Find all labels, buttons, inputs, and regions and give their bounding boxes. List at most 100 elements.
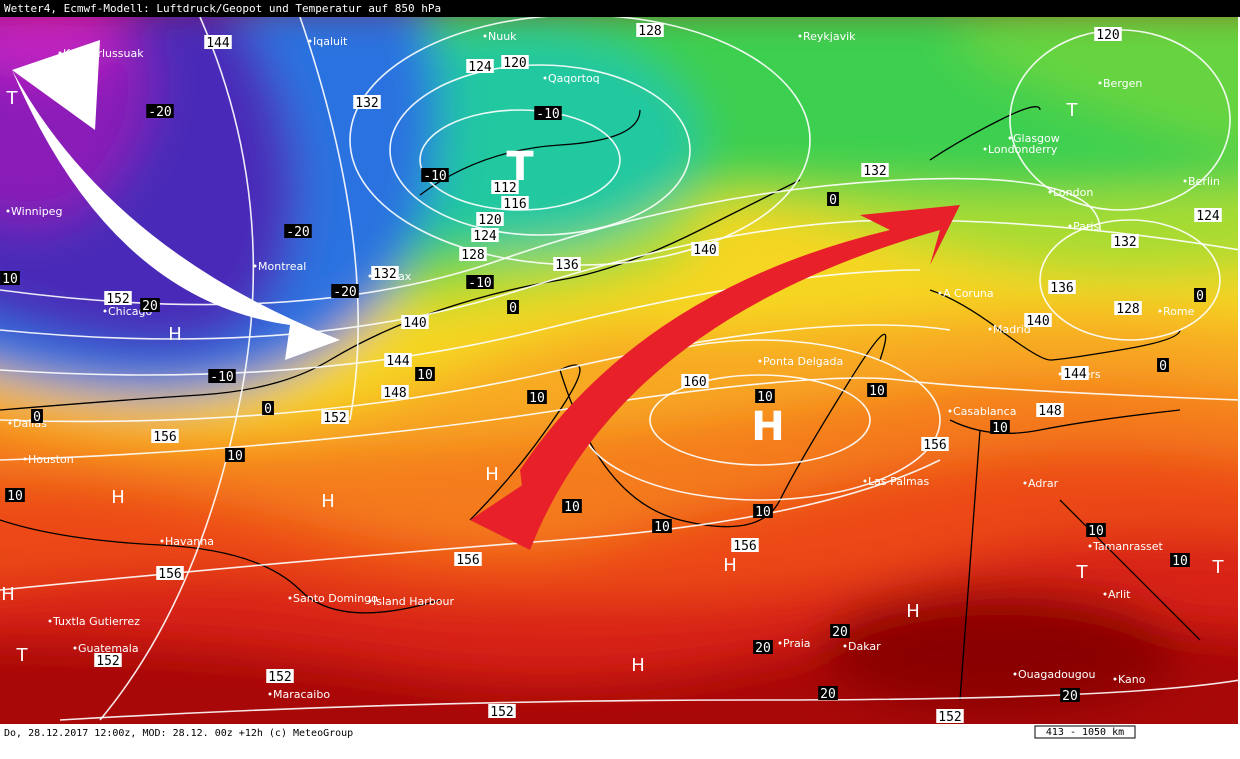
city-name: Madrid <box>993 323 1031 336</box>
geopotential-label: 148 <box>1038 404 1061 419</box>
temperature-label-box <box>284 224 312 238</box>
city-dot <box>798 34 802 38</box>
geopotential-label: 160 <box>683 375 706 390</box>
temperature-label: 20 <box>820 687 836 702</box>
temperature-label: 10 <box>564 500 580 515</box>
temperature-label-box <box>562 499 582 513</box>
geopotential-label-box <box>371 266 399 280</box>
geopotential-label: 132 <box>863 164 886 179</box>
temperature-label: 20 <box>755 641 771 656</box>
header-title: Wetter4, Ecmwf-Modell: Luftdruck/Geopot … <box>4 2 441 15</box>
city-dot <box>288 596 292 600</box>
city-dot <box>368 599 372 603</box>
temperature-label-box <box>753 504 773 518</box>
geopotential-label-box <box>1024 313 1052 327</box>
city-dot <box>253 264 257 268</box>
pressure-center: T <box>1212 557 1225 578</box>
temperature-label: 10 <box>227 449 243 464</box>
cold-air-arrow <box>12 70 340 360</box>
city-name: Ouagadougou <box>1018 668 1095 681</box>
geopotential-label-box <box>204 35 232 49</box>
city-dot <box>73 646 77 650</box>
temperature-label: 0 <box>1196 289 1204 304</box>
temperature-label-box <box>225 448 245 462</box>
geopotential-label: 140 <box>1026 314 1049 329</box>
geopotential-label-box <box>636 23 664 37</box>
cold-air-arrow-tail <box>12 40 100 130</box>
geopotential-label-box <box>1094 27 1122 41</box>
temperature-field: Kangerlussuak Iqaluit Nuuk Qaqortoq Reykjavi… <box>0 17 1238 725</box>
geopotential-label: 128 <box>638 24 661 39</box>
city-name: Adrar <box>1028 477 1059 490</box>
temperature-label-box <box>31 409 43 423</box>
geopotential-label-box <box>94 653 122 667</box>
city-name: Houston <box>28 453 74 466</box>
pressure-center: H <box>723 555 737 576</box>
city-dot <box>1013 672 1017 676</box>
city-name: Dakar <box>848 640 881 653</box>
geopotential-label: 152 <box>106 292 129 307</box>
geopotential-label: 156 <box>733 539 756 554</box>
temperature-label-box <box>5 488 25 502</box>
city-dot <box>6 209 10 213</box>
geopotential-label: 140 <box>403 316 426 331</box>
city-dot <box>938 291 942 295</box>
pressure-center: T <box>16 645 29 666</box>
city-name: Paris <box>1073 220 1099 233</box>
city-dot <box>368 274 372 278</box>
geopotential-label-box <box>731 538 759 552</box>
geopotential-label-box <box>553 257 581 271</box>
geopotential-label-box <box>266 669 294 683</box>
city-dot <box>23 457 27 461</box>
geopotential-label-box <box>488 704 516 718</box>
geopotential-label: 140 <box>693 243 716 258</box>
city-name: Island Harbour <box>373 595 454 608</box>
temperature-label-box <box>331 284 359 298</box>
pressure-center: H <box>1 584 15 605</box>
temperature-label-box <box>262 401 274 415</box>
city-name: Montreal <box>258 260 306 273</box>
city-name: Kano <box>1118 673 1146 686</box>
scale-bar <box>1034 725 1136 739</box>
pressure-center: H <box>321 491 335 512</box>
city-dot <box>1008 136 1012 140</box>
temperature-label: 0 <box>509 301 517 316</box>
temperature-label: -10 <box>423 169 446 184</box>
temperature-label-box <box>527 390 547 404</box>
city-dot <box>160 539 164 543</box>
pressure-center: H <box>111 487 125 508</box>
geopotential-label-box <box>353 95 381 109</box>
geopotential-label: 128 <box>461 248 484 263</box>
temperature-label: 10 <box>417 368 433 383</box>
temperature-label-box <box>1157 358 1169 372</box>
temperature-label: 10 <box>992 421 1008 436</box>
geopotential-label: 116 <box>503 197 526 212</box>
temperature-label-box <box>753 640 773 654</box>
temperature-label-box <box>830 624 850 638</box>
geopotential-label-box <box>921 437 949 451</box>
city-dot <box>983 147 987 151</box>
city-dot <box>58 51 62 55</box>
geopotential-label-box <box>384 353 412 367</box>
geopotential-label: 124 <box>1196 209 1220 224</box>
geopotential-label: 120 <box>503 56 526 71</box>
city-name: Tuxtla Gutierrez <box>52 615 140 628</box>
geopotential-label: 152 <box>938 710 961 725</box>
city-name: Casablanca <box>953 405 1016 418</box>
city-name: Reykjavik <box>803 30 856 43</box>
city-dot <box>1048 190 1052 194</box>
geopotential-label: 132 <box>355 96 378 111</box>
temperature-label: 20 <box>832 625 848 640</box>
city-dot <box>1158 309 1162 313</box>
temperature-label: 0 <box>264 402 272 417</box>
geopotential-label: 144 <box>206 36 230 51</box>
city-name: Ponta Delgada <box>763 355 843 368</box>
geopotential-label-box <box>151 429 179 443</box>
temperature-label: -20 <box>286 225 309 240</box>
geopotential-label-box <box>1194 208 1222 222</box>
city-name: A Coruna <box>943 287 994 300</box>
temperature-label-box <box>827 192 839 206</box>
geopotential-label: 132 <box>373 267 396 282</box>
temperature-label-box <box>421 168 449 182</box>
geopotential-label-box <box>1114 301 1142 315</box>
